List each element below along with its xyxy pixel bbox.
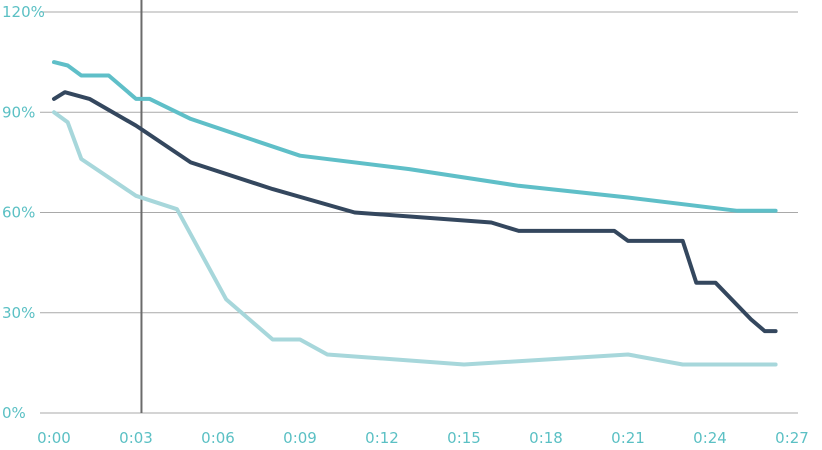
x-tick-label: 0:27 bbox=[775, 429, 809, 447]
series-line-1 bbox=[52, 60, 778, 213]
x-tick-label: 0:09 bbox=[283, 429, 317, 447]
y-tick-label: 0% bbox=[2, 404, 26, 422]
series-line-2 bbox=[52, 90, 778, 334]
y-tick-label: 90% bbox=[2, 103, 35, 121]
series-layer bbox=[52, 60, 778, 367]
grid-lines bbox=[40, 11, 798, 414]
x-tick-label: 0:12 bbox=[365, 429, 399, 447]
x-tick-label: 0:15 bbox=[447, 429, 481, 447]
y-tick-label: 120% bbox=[2, 3, 45, 21]
x-tick-label: 0:21 bbox=[611, 429, 645, 447]
y-axis-ticks: 0% 30% 60% 90% 120% bbox=[2, 3, 45, 422]
y-tick-label: 60% bbox=[2, 204, 35, 222]
x-tick-label: 0:03 bbox=[119, 429, 153, 447]
x-tick-label: 0:24 bbox=[693, 429, 727, 447]
x-tick-label: 0:18 bbox=[529, 429, 563, 447]
x-axis-ticks: 0:00 0:03 0:06 0:09 0:12 0:15 0:18 0:21 0:24 0:27 bbox=[37, 429, 809, 447]
y-tick-label: 30% bbox=[2, 304, 35, 322]
x-tick-label: 0:06 bbox=[201, 429, 235, 447]
series-line-3 bbox=[52, 110, 778, 367]
x-tick-label: 0:00 bbox=[37, 429, 71, 447]
